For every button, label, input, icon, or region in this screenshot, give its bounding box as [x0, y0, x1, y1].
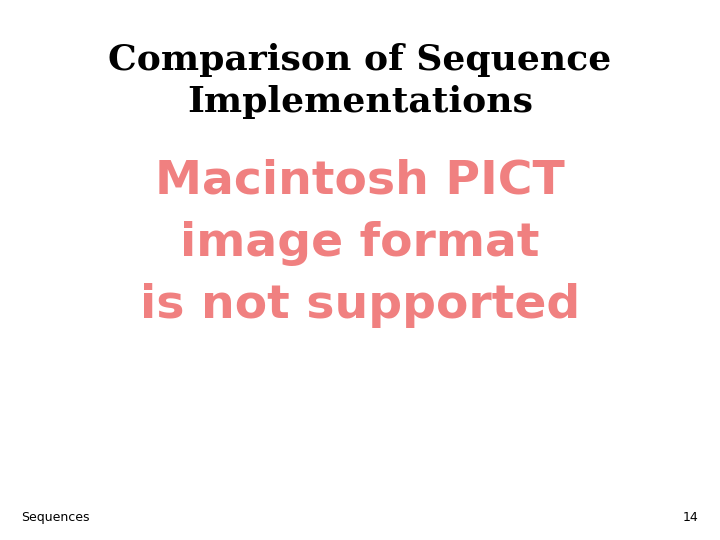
- Text: Comparison of Sequence
Implementations: Comparison of Sequence Implementations: [109, 43, 611, 119]
- Text: 14: 14: [683, 511, 698, 524]
- Text: Sequences: Sequences: [22, 511, 90, 524]
- Text: Macintosh PICT
image format
is not supported: Macintosh PICT image format is not suppo…: [140, 158, 580, 328]
